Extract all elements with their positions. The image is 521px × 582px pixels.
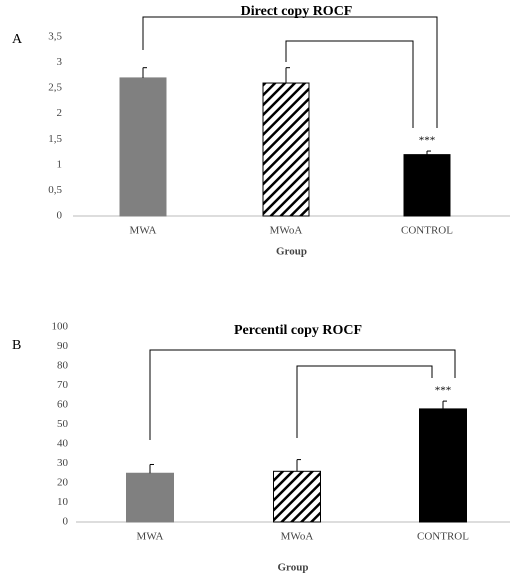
x-axis-label: Group bbox=[276, 246, 307, 258]
y-tick-label: 1 bbox=[57, 158, 63, 170]
x-tick-label: MWA bbox=[130, 225, 157, 237]
y-tick-label: 2,5 bbox=[48, 82, 62, 94]
y-tick-label: 40 bbox=[57, 438, 69, 450]
chart-title: Percentil copy ROCF bbox=[234, 323, 362, 338]
bar bbox=[419, 408, 467, 523]
chart-title: Direct copy ROCF bbox=[241, 4, 353, 19]
panel-label: B bbox=[12, 338, 21, 353]
x-tick-label: MWA bbox=[137, 531, 164, 543]
y-tick-label: 20 bbox=[57, 477, 69, 489]
y-tick-label: 0,5 bbox=[48, 184, 62, 196]
x-axis-label: Group bbox=[278, 562, 309, 574]
panel-label: A bbox=[12, 32, 23, 47]
x-tick-label: CONTROL bbox=[417, 531, 469, 543]
error-bar bbox=[442, 400, 447, 409]
significance-bracket bbox=[285, 40, 414, 128]
bar bbox=[262, 82, 310, 217]
y-tick-label: 30 bbox=[57, 457, 69, 469]
bar bbox=[126, 472, 174, 523]
y-tick-label: 1,5 bbox=[48, 133, 62, 145]
error-bar bbox=[296, 459, 301, 472]
y-tick-label: 100 bbox=[52, 321, 69, 333]
y-tick-label: 90 bbox=[57, 340, 69, 352]
y-tick-label: 50 bbox=[57, 418, 69, 430]
y-tick-label: 3,5 bbox=[48, 31, 62, 43]
error-bar bbox=[426, 150, 431, 155]
error-bar bbox=[285, 67, 290, 84]
y-tick-label: 2 bbox=[57, 107, 63, 119]
y-tick-label: 0 bbox=[57, 210, 63, 222]
y-tick-label: 3 bbox=[57, 56, 63, 68]
x-tick-label: CONTROL bbox=[401, 225, 453, 237]
significance-bracket bbox=[142, 16, 438, 128]
y-tick-label: 70 bbox=[57, 379, 69, 391]
x-tick-label: MWoA bbox=[281, 531, 314, 543]
error-bar bbox=[142, 67, 147, 78]
annotation: *** bbox=[419, 135, 436, 147]
error-bar bbox=[149, 463, 154, 474]
x-tick-label: MWoA bbox=[270, 225, 303, 237]
bar bbox=[273, 470, 321, 523]
y-tick-label: 60 bbox=[57, 399, 69, 411]
y-tick-label: 0 bbox=[63, 516, 69, 528]
annotation: *** bbox=[435, 385, 452, 397]
y-tick-label: 10 bbox=[57, 496, 69, 508]
y-tick-label: 80 bbox=[57, 360, 69, 372]
bar bbox=[119, 77, 167, 217]
significance-bracket bbox=[296, 365, 433, 438]
bar bbox=[403, 154, 451, 217]
significance-bracket bbox=[149, 349, 456, 440]
